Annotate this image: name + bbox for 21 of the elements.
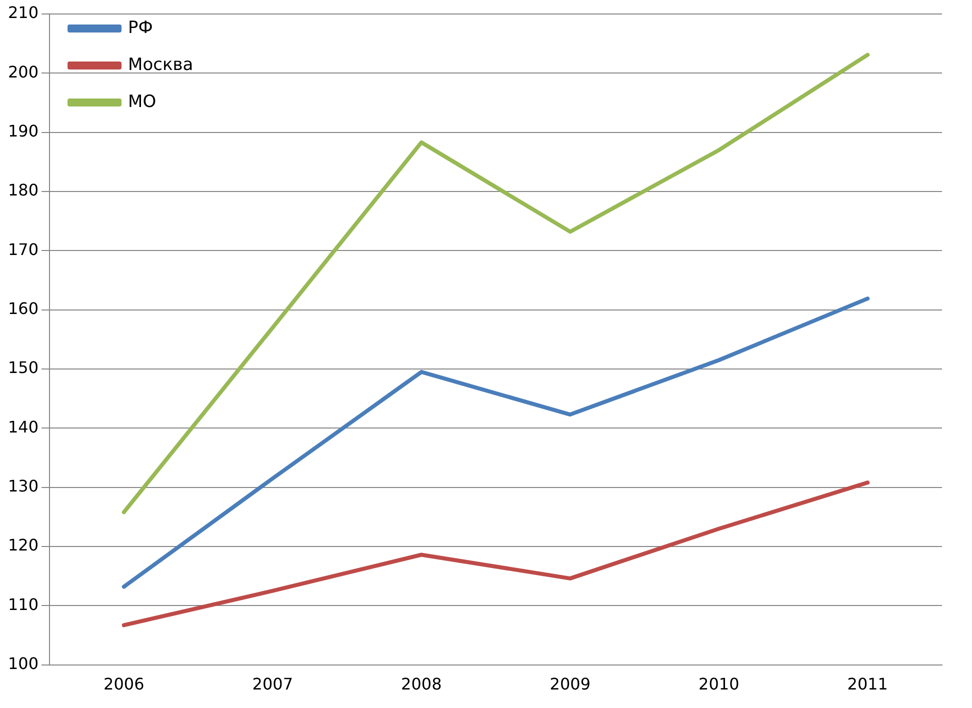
y-tick-label: 120 [8, 536, 39, 555]
y-tick-label: 180 [8, 180, 39, 200]
x-tick-label: 2007 [252, 674, 294, 694]
y-tick-label: 100 [8, 654, 39, 673]
x-tick-label: 2009 [550, 674, 590, 694]
y-tick-label: 110 [8, 594, 39, 614]
legend-label: МО [128, 92, 156, 112]
legend-label: Москва [128, 54, 194, 75]
x-tick-label: 2008 [401, 674, 442, 694]
y-tick-label: 150 [8, 358, 39, 378]
x-tick-label: 2010 [698, 674, 740, 694]
y-tick-label: 210 [8, 3, 39, 22]
x-tick-label: 2006 [104, 674, 144, 694]
y-tick-label: 200 [8, 62, 39, 82]
y-tick-label: 130 [8, 476, 39, 496]
x-tick-label: 2011 [847, 674, 888, 694]
y-tick-label: 160 [8, 298, 39, 318]
y-tick-label: 170 [8, 240, 39, 259]
y-tick-label: 190 [8, 121, 39, 140]
legend-label: РФ [128, 18, 153, 38]
y-tick-label: 140 [8, 417, 39, 436]
